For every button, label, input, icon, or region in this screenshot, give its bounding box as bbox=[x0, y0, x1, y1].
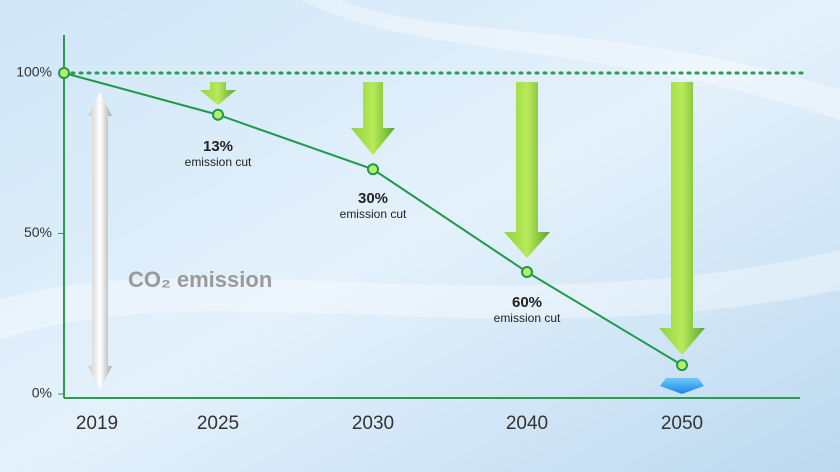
annotation: 60% bbox=[512, 294, 542, 311]
swoosh bbox=[0, 250, 840, 340]
point bbox=[212, 108, 224, 121]
x-tick-label: 2030 bbox=[352, 413, 394, 434]
cut-arrow bbox=[504, 82, 550, 258]
point bbox=[367, 163, 379, 176]
x-tick-label: 2040 bbox=[506, 413, 548, 434]
annotation-sub: emission cut bbox=[185, 155, 252, 169]
x-tick-label: 2025 bbox=[197, 413, 239, 434]
cut-arrow bbox=[200, 82, 236, 105]
y-tick-label: 100% bbox=[16, 64, 52, 80]
cut-arrow bbox=[659, 82, 705, 355]
point bbox=[676, 359, 688, 372]
x-tick-label: 2050 bbox=[661, 413, 703, 434]
double-arrow bbox=[88, 92, 112, 390]
annotation-sub: emission cut bbox=[340, 207, 407, 221]
point bbox=[521, 266, 533, 279]
x-tick-label: 2019 bbox=[76, 413, 118, 434]
annotation-sub: emission cut bbox=[494, 311, 561, 325]
y-tick-label: 50% bbox=[24, 224, 52, 240]
series-label: CO₂ emission bbox=[128, 267, 272, 292]
point bbox=[58, 67, 70, 79]
swoosh bbox=[300, 0, 840, 120]
annotation: 30% bbox=[358, 190, 388, 207]
cut-arrow bbox=[351, 82, 395, 155]
annotation: 13% bbox=[203, 138, 233, 155]
y-tick-label: 0% bbox=[32, 385, 52, 401]
blue-arrow bbox=[660, 378, 704, 394]
